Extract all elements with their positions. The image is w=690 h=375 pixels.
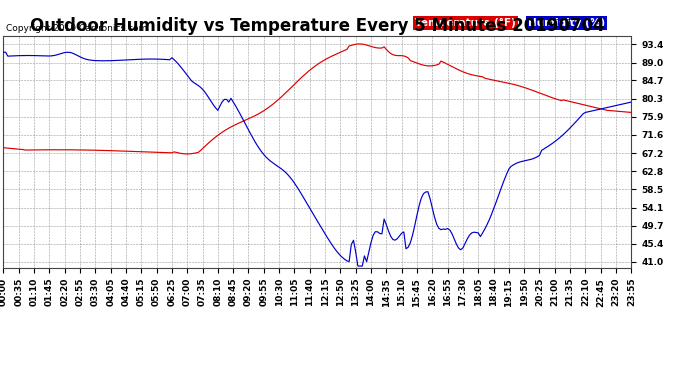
Text: Copyright 2019 Cartronics.com: Copyright 2019 Cartronics.com bbox=[6, 24, 147, 33]
Title: Outdoor Humidity vs Temperature Every 5 Minutes 20190704: Outdoor Humidity vs Temperature Every 5 … bbox=[30, 18, 604, 36]
Text: Humidity (%): Humidity (%) bbox=[528, 18, 605, 28]
Text: Temperature (°F): Temperature (°F) bbox=[415, 18, 515, 28]
